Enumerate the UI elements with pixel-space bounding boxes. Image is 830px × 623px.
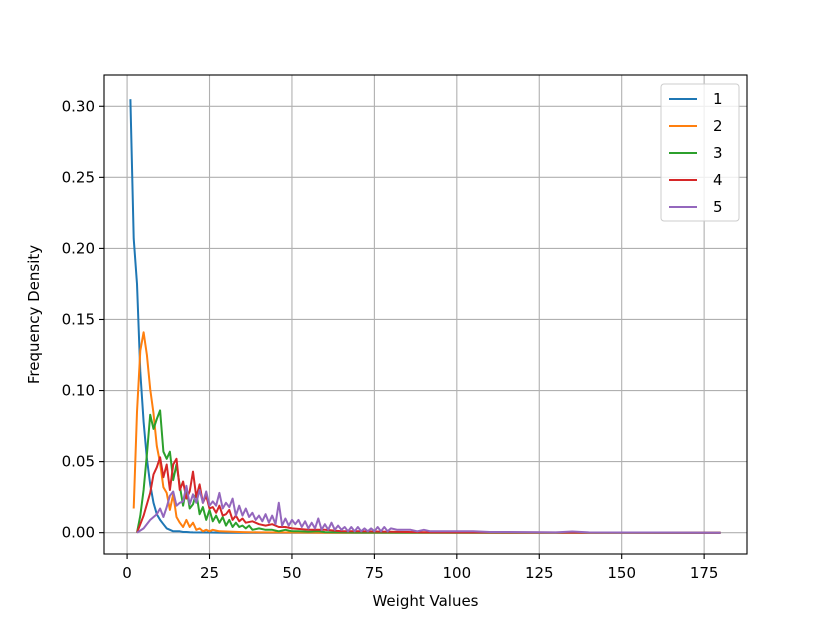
y-tick-label: 0.25 bbox=[62, 168, 95, 186]
series-line-1 bbox=[129, 99, 721, 534]
legend-box bbox=[660, 83, 740, 222]
y-tick-label: 0.20 bbox=[62, 239, 95, 257]
x-tick-label: 0 bbox=[122, 564, 132, 582]
y-tick-label: 0.15 bbox=[62, 310, 95, 328]
series-line-4 bbox=[136, 456, 721, 534]
x-tick-label: 50 bbox=[282, 564, 301, 582]
series-line-2 bbox=[132, 331, 721, 534]
y-axis-label: Frequency Density bbox=[25, 245, 43, 384]
y-tick-label: 0.00 bbox=[62, 524, 95, 542]
legend-label-4: 4 bbox=[713, 171, 723, 189]
x-tick-label: 100 bbox=[443, 564, 472, 582]
legend-label-1: 1 bbox=[713, 90, 723, 108]
y-tick-label: 0.30 bbox=[62, 97, 95, 115]
plot-lines bbox=[129, 99, 721, 534]
ticks: 0 25 50 75 100 125 150 175 0.00 0.05 0.10 0.15 0.20 0… bbox=[62, 97, 719, 582]
legend: 1 2 3 4 5 bbox=[660, 83, 740, 222]
x-tick-label: 25 bbox=[200, 564, 219, 582]
x-tick-label: 75 bbox=[365, 564, 384, 582]
x-tick-label: 125 bbox=[525, 564, 554, 582]
series-line-3 bbox=[136, 409, 721, 534]
y-tick-label: 0.10 bbox=[62, 382, 95, 400]
x-tick-label: 150 bbox=[607, 564, 636, 582]
axes-frame bbox=[103, 74, 748, 555]
legend-label-3: 3 bbox=[713, 144, 723, 162]
y-tick-label: 0.05 bbox=[62, 453, 95, 471]
legend-label-5: 5 bbox=[713, 198, 723, 216]
x-axis-label: Weight Values bbox=[372, 592, 478, 610]
legend-label-2: 2 bbox=[713, 117, 723, 135]
x-tick-label: 175 bbox=[690, 564, 719, 582]
series-line-5 bbox=[136, 484, 721, 534]
